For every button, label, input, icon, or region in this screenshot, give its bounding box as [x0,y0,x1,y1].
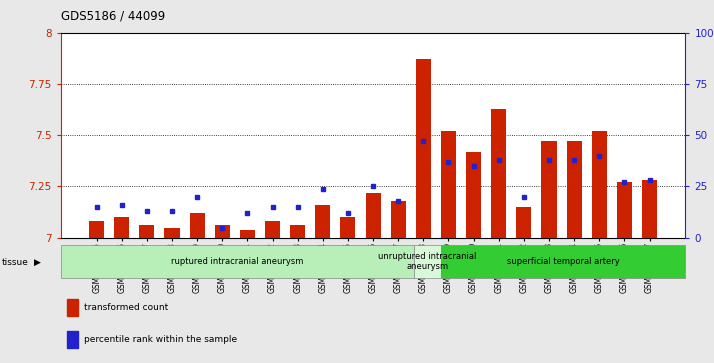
Bar [642,180,657,238]
Text: percentile rank within the sample: percentile rank within the sample [84,335,238,344]
Text: tissue: tissue [2,258,29,266]
Bar [466,152,481,238]
Bar [190,213,205,238]
Bar [414,245,441,278]
Bar [67,331,78,348]
Bar [341,217,356,238]
Bar [366,193,381,238]
Bar [89,221,104,238]
Bar [215,225,230,238]
Bar [617,182,632,238]
Bar [516,207,531,238]
Bar [164,228,179,238]
Bar [416,59,431,238]
Bar [67,299,78,316]
Text: superficial temporal artery: superficial temporal artery [507,257,620,266]
Bar [491,109,506,238]
Bar [265,221,280,238]
Bar [391,201,406,238]
Bar [61,245,414,278]
Bar [139,225,154,238]
Text: transformed count: transformed count [84,303,169,312]
Bar [290,225,305,238]
Bar [567,141,582,238]
Bar [114,217,129,238]
Text: GDS5186 / 44099: GDS5186 / 44099 [61,9,165,22]
Text: ▶: ▶ [34,258,41,266]
Bar [541,141,556,238]
Bar [240,229,255,238]
Bar [441,131,456,238]
Text: unruptured intracranial
aneurysm: unruptured intracranial aneurysm [378,252,476,271]
Text: ruptured intracranial aneurysm: ruptured intracranial aneurysm [171,257,303,266]
Bar [316,205,331,238]
Bar [441,245,685,278]
Bar [592,131,607,238]
